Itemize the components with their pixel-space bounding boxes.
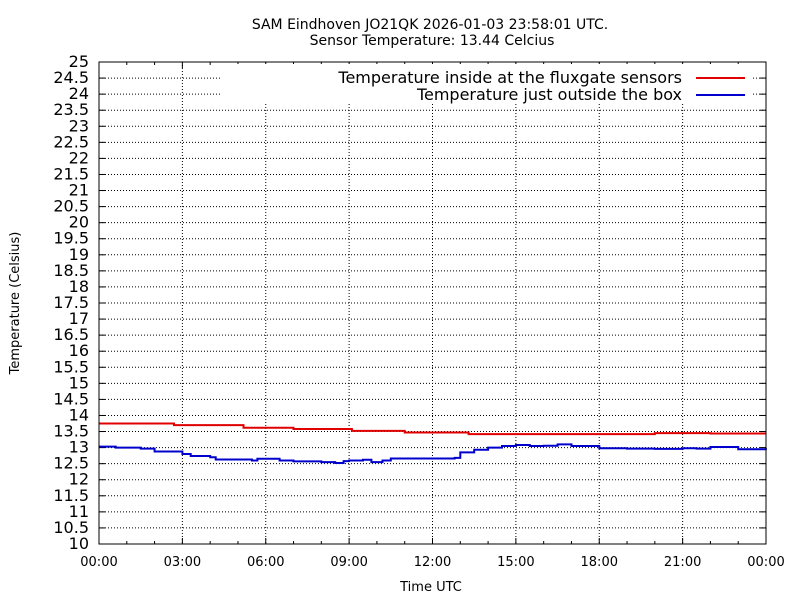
y-tick-label: 22.5 — [53, 132, 89, 151]
chart-title: SAM Eindhoven JO21QK 2026-01-03 23:58:01… — [252, 17, 608, 33]
y-tick-label: 10 — [69, 534, 89, 553]
y-tick-label: 18 — [69, 277, 89, 296]
y-tick-label: 21 — [69, 181, 89, 200]
y-tick-label: 11 — [69, 502, 89, 521]
y-tick-label: 15.5 — [53, 357, 89, 376]
y-tick-label: 12.5 — [53, 454, 89, 473]
y-tick-label: 10.5 — [53, 518, 89, 537]
y-tick-label: 16 — [69, 341, 89, 360]
y-tick-label: 13 — [69, 438, 89, 457]
x-tick-label: 18:00 — [581, 555, 618, 570]
y-tick-label: 24.5 — [53, 68, 89, 87]
grid — [99, 62, 766, 544]
x-tick-label: 00:00 — [747, 555, 784, 570]
y-tick-label: 24 — [69, 84, 89, 103]
x-tick-label: 09:00 — [330, 555, 367, 570]
x-axis-label: Time UTC — [399, 580, 462, 595]
y-tick-label: 22 — [69, 148, 89, 167]
plot-frame — [98, 61, 767, 545]
x-tick-label: 12:00 — [414, 555, 451, 570]
x-tick-label: 00:00 — [80, 555, 117, 570]
y-tick-label: 23 — [69, 116, 89, 135]
series-line-0 — [99, 422, 766, 436]
y-tick-label: 20.5 — [53, 197, 89, 216]
y-tick-label: 18.5 — [53, 261, 89, 280]
series-layer — [99, 422, 767, 464]
legend-label-1: Temperature just outside the box — [416, 85, 682, 104]
y-tick-label: 15 — [69, 373, 89, 392]
chart-subtitle: Sensor Temperature: 13.44 Celcius — [310, 33, 555, 49]
y-tick-label: 23.5 — [53, 100, 89, 119]
y-axis-label: Temperature (Celsius) — [8, 232, 23, 376]
x-axis: 00:00 03:00 06:00 09:00 12:00 15:00 18:00 21:00… — [80, 62, 785, 570]
legend-label-0: Temperature inside at the fluxgate senso… — [337, 68, 682, 87]
legend: Temperature inside at the fluxgate senso… — [337, 68, 745, 104]
x-tick-label: 15:00 — [497, 555, 534, 570]
x-tick-label: 21:00 — [664, 555, 701, 570]
y-axis: 1010.51111.51212.51313.51414.51515.51616… — [53, 52, 766, 553]
y-tick-label: 20 — [69, 213, 89, 232]
series-line-1 — [99, 443, 767, 464]
x-tick-label: 06:00 — [247, 555, 284, 570]
y-tick-label: 19.5 — [53, 229, 89, 248]
y-tick-label: 17 — [69, 309, 89, 328]
y-tick-label: 19 — [69, 245, 89, 264]
y-tick-label: 14.5 — [53, 389, 89, 408]
y-tick-label: 25 — [69, 52, 89, 71]
y-tick-label: 13.5 — [53, 422, 89, 441]
y-tick-label: 21.5 — [53, 164, 89, 183]
y-tick-label: 12 — [69, 470, 89, 489]
legend-background — [222, 64, 752, 104]
x-tick-label: 03:00 — [164, 555, 201, 570]
y-tick-label: 17.5 — [53, 293, 89, 312]
y-tick-label: 16.5 — [53, 325, 89, 344]
y-tick-label: 14 — [69, 405, 89, 424]
y-tick-label: 11.5 — [53, 486, 89, 505]
